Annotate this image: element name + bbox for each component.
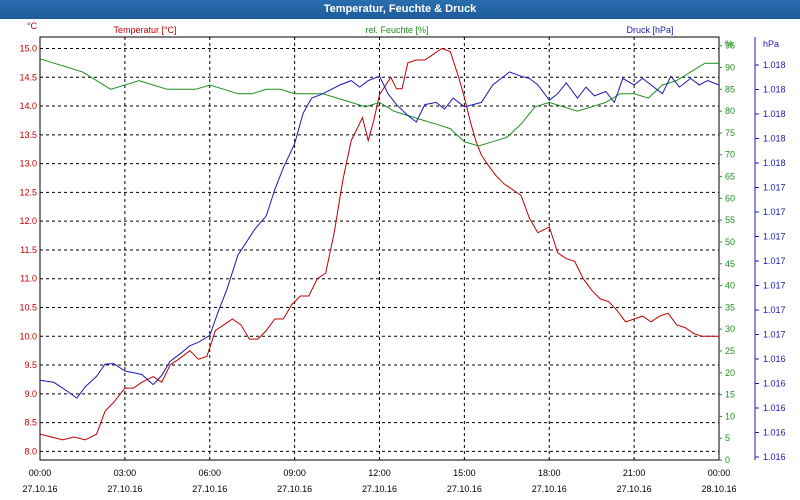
x-tick-time: 03:00 [114,468,137,478]
humidity-tick-label: 85 [725,84,735,94]
pressure-tick-label: 1.018 [763,60,786,70]
humidity-series-label: rel. Feuchte [%] [365,25,428,35]
pressure-tick-label: 1.016 [763,403,786,413]
x-tick-time: 15:00 [453,468,476,478]
humidity-tick-label: 5 [725,433,730,443]
x-tick-time: 18:00 [538,468,561,478]
temperature-tick-label: 10.5 [19,302,37,312]
temperature-tick-label: 10.0 [19,331,37,341]
temperature-tick-label: 9.5 [24,360,37,370]
pressure-tick-label: 1.017 [763,183,786,193]
x-tick-date: 27.10.16 [617,484,652,494]
humidity-tick-label: 20 [725,368,735,378]
humidity-tick-label: 60 [725,193,735,203]
pressure-tick-label: 1.016 [763,452,786,462]
temperature-tick-label: 12.5 [19,187,37,197]
x-tick-time: 21:00 [623,468,646,478]
humidity-unit-label: % [725,39,733,49]
temperature-series-label: Temperatur [°C] [113,25,176,35]
x-tick-date: 27.10.16 [532,484,567,494]
temperature-tick-label: 9.0 [24,389,37,399]
x-tick-time: 09:00 [283,468,306,478]
humidity-line [39,58,719,147]
humidity-tick-label: 50 [725,237,735,247]
humidity-tick-label: 70 [725,150,735,160]
temperature-tick-label: 14.5 [19,72,37,82]
pressure-tick-label: 1.016 [763,428,786,438]
pressure-tick-label: 1.017 [763,330,786,340]
chart-title: Temperatur, Feuchte & Druck [0,0,800,19]
x-tick-date: 27.10.16 [277,484,312,494]
pressure-tick-label: 1.018 [763,109,786,119]
x-tick-date: 27.10.16 [447,484,482,494]
humidity-tick-label: 45 [725,259,735,269]
temperature-tick-label: 11.5 [20,245,37,255]
humidity-tick-label: 0 [725,455,730,465]
pressure-tick-label: 1.018 [763,85,786,95]
temperature-tick-label: 14.0 [19,101,37,111]
temperature-tick-label: 13.0 [19,159,37,169]
pressure-tick-label: 1.017 [763,281,786,291]
pressure-tick-label: 1.017 [763,232,786,242]
humidity-tick-label: 80 [725,106,735,116]
pressure-tick-label: 1.018 [763,158,786,168]
x-tick-time: 06:00 [198,468,221,478]
x-tick-date: 28.10.16 [701,484,736,494]
pressure-tick-label: 1.017 [763,256,786,266]
x-tick-date: 27.10.16 [22,484,57,494]
x-tick-time: 12:00 [368,468,391,478]
temperature-tick-label: 15.0 [19,44,37,54]
humidity-tick-label: 15 [725,390,735,400]
humidity-tick-label: 55 [725,215,735,225]
temperature-tick-label: 11.0 [20,274,37,284]
temperature-tick-label: 13.5 [19,130,37,140]
x-tick-time: 00:00 [29,468,52,478]
pressure-series-label: Druck [hPa] [626,25,673,35]
humidity-tick-label: 40 [725,281,735,291]
humidity-tick-label: 90 [725,63,735,73]
pressure-tick-label: 1.018 [763,134,786,144]
pressure-tick-label: 1.016 [763,379,786,389]
temperature-tick-label: 12.0 [19,216,37,226]
pressure-tick-label: 1.017 [763,305,786,315]
pressure-tick-label: 1.017 [763,207,786,217]
x-tick-date: 27.10.16 [107,484,142,494]
humidity-tick-label: 35 [725,302,735,312]
temperature-tick-label: 8.0 [24,446,37,456]
pressure-unit-label: hPa [763,39,779,49]
x-tick-time: 00:00 [708,468,731,478]
temperature-line [39,47,719,441]
humidity-tick-label: 30 [725,324,735,334]
pressure-tick-label: 1.016 [763,354,786,364]
humidity-tick-label: 65 [725,172,735,182]
humidity-tick-label: 10 [725,411,735,421]
x-tick-date: 27.10.16 [192,484,227,494]
humidity-tick-label: 25 [725,346,735,356]
temperature-unit-label: °C [27,21,38,31]
x-tick-date: 27.10.16 [362,484,397,494]
pressure-line [39,71,720,399]
temperature-tick-label: 8.5 [24,418,37,428]
humidity-tick-label: 75 [725,128,735,138]
humidity-tick-label: 95 [725,41,735,51]
